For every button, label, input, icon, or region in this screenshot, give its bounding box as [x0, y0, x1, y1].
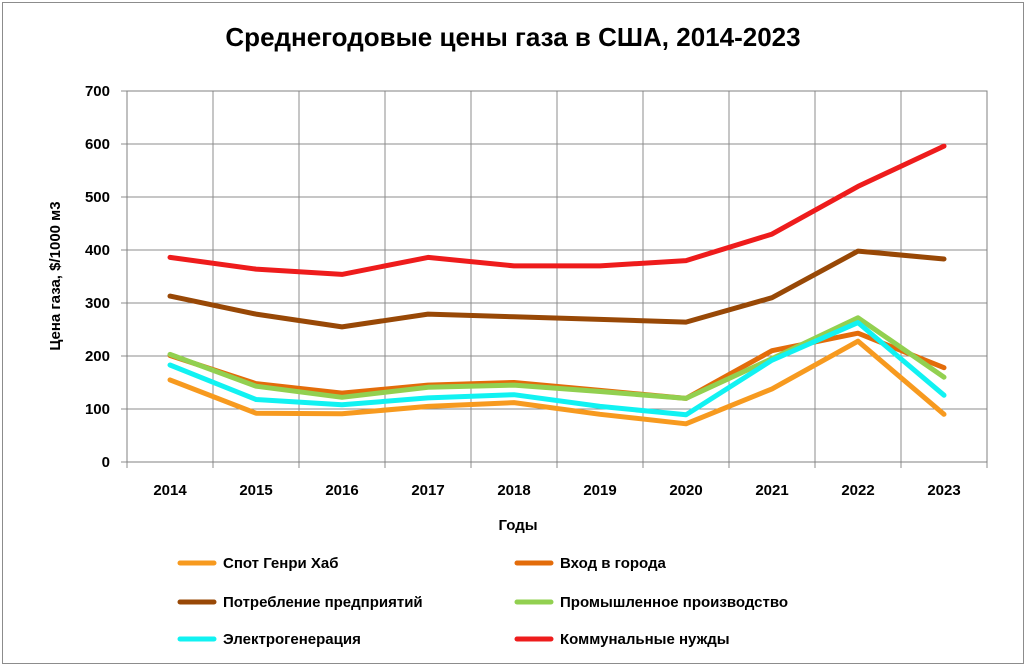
series-line-4	[167, 315, 947, 401]
x-tick-label: 2021	[755, 482, 788, 499]
series-line-1	[167, 338, 947, 427]
x-tick-label: 2019	[583, 482, 616, 499]
series-line-6	[167, 143, 947, 277]
x-tick-label: 2015	[239, 482, 272, 499]
y-axis-label: Цена газа, $/1000 м3	[47, 201, 64, 350]
x-tick-label: 2014	[153, 482, 187, 499]
x-tick-label: 2023	[927, 482, 960, 499]
x-tick-label: 2017	[411, 482, 444, 499]
legend-label: Промышленное производство	[560, 594, 788, 611]
y-tick-label: 400	[85, 242, 110, 259]
y-tick-label: 700	[85, 83, 110, 100]
legend-label: Электрогенерация	[223, 631, 361, 648]
plot-area-border	[126, 90, 988, 463]
series-line-3	[167, 248, 947, 330]
x-tick-label: 2016	[325, 482, 358, 499]
y-tick-label: 100	[85, 401, 110, 418]
y-tick-label: 0	[102, 454, 110, 471]
chart-title: Среднегодовые цены газа в США, 2014-2023	[225, 22, 800, 52]
y-tick-label: 600	[85, 136, 110, 153]
x-tick-label: 2022	[841, 482, 874, 499]
legend-label: Спот Генри Хаб	[223, 555, 339, 572]
series-lines	[167, 143, 947, 427]
y-tick-label: 200	[85, 348, 110, 365]
x-tick-label: 2020	[669, 482, 702, 499]
legend: Спот Генри Хаб Вход в города Потребление п…	[177, 555, 788, 648]
series-line-5	[167, 320, 947, 418]
legend-label: Коммунальные нужды	[560, 631, 730, 648]
y-tick-label: 300	[85, 295, 110, 312]
x-tick-label: 2018	[497, 482, 530, 499]
tick-labels: 0 100 200 300 400 500 600 700 2014 2015 2016 2017 20…	[85, 83, 961, 499]
x-axis-label: Годы	[498, 517, 537, 534]
legend-label: Потребление предприятий	[223, 594, 423, 611]
legend-label: Вход в города	[560, 555, 667, 572]
y-tick-label: 500	[85, 189, 110, 206]
